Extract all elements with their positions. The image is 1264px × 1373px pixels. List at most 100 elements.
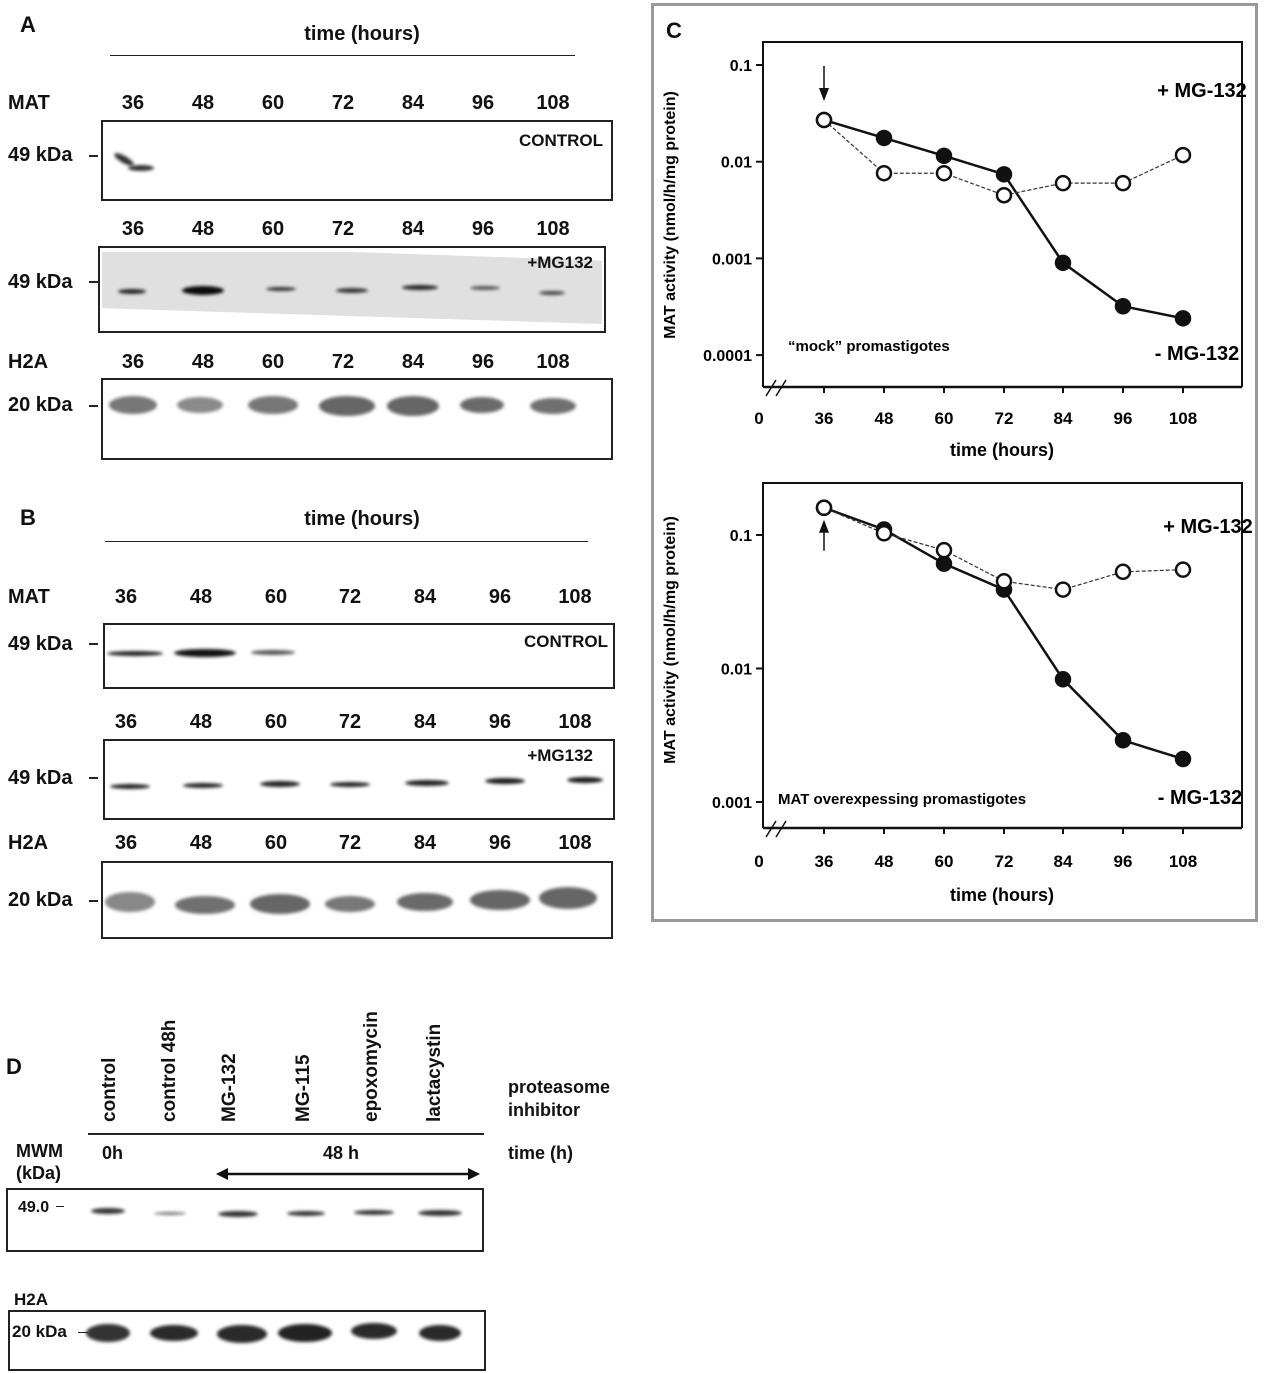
lane-label: MG-115: [293, 1054, 314, 1122]
lane-label: 108: [536, 351, 570, 373]
y-axis-label: MAT activity (nmol/h/mg protein): [662, 91, 679, 339]
lane-label: 36: [121, 92, 145, 114]
protein-band: [107, 650, 163, 656]
mw-tick: [89, 643, 98, 645]
series-label-minus-mg132: - MG-132: [1158, 787, 1242, 809]
x-tick-label: 0: [754, 409, 763, 428]
x-tick-label: 60: [935, 409, 954, 428]
mw-label: 49.0: [18, 1199, 50, 1216]
data-point-plus-mg132: [995, 573, 1013, 590]
series-line-minus-mg132: [823, 118, 1184, 320]
plot-frame: [762, 41, 1243, 387]
h2a-label: H2A: [8, 832, 49, 854]
lane-label: 108: [536, 218, 570, 240]
data-point-minus-mg132: [1054, 671, 1072, 688]
mw-tick: [89, 405, 98, 407]
mw-label: 49 kDa: [8, 271, 73, 293]
lane-label: 96: [488, 586, 512, 608]
mg132-label: +MG132: [527, 253, 593, 272]
lane-label: 84: [413, 711, 437, 733]
mw-tick: [89, 281, 98, 283]
protein-band: [174, 649, 236, 657]
arrow-icon: [819, 88, 829, 101]
protein-band: [250, 894, 310, 914]
lane-label: 36: [114, 711, 138, 733]
blot-a-h2a: [101, 378, 613, 460]
annotation: MAT overexpessing promastigotes: [778, 791, 1026, 808]
protein-band: [539, 887, 597, 909]
lane-label: 108: [536, 92, 570, 114]
y-tick-label: 0.1: [730, 528, 752, 545]
data-point-plus-mg132: [1114, 174, 1132, 192]
protein-band: [110, 783, 150, 789]
lane-label: 96: [488, 711, 512, 733]
protein-band: [319, 396, 375, 416]
mw-tick: [56, 1206, 64, 1207]
protein-band: [278, 1324, 332, 1342]
mw-tick: [78, 1332, 88, 1333]
mat-label: MAT: [8, 92, 50, 114]
protein-band: [539, 291, 565, 295]
lane-label: 96: [471, 351, 495, 373]
y-tick-label: 0.01: [721, 662, 752, 679]
lane-label: lactacystin: [424, 1023, 445, 1122]
series-label-plus-mg132: + MG-132: [1163, 516, 1252, 538]
protein-band: [418, 1210, 462, 1216]
blot-d-h2a: [8, 1310, 486, 1371]
protein-band: [248, 396, 298, 414]
lane-label: MG-132: [219, 1053, 240, 1122]
series-label-plus-mg132: + MG-132: [1157, 80, 1246, 102]
protein-band: [470, 890, 530, 910]
x-tick-label: 84: [1054, 409, 1073, 428]
data-point-minus-mg132: [1174, 750, 1192, 768]
panel-c-charts: 0.1 0.01 0.001 0.0001 0 36 48 60 72 84 96 108 time (…: [662, 41, 1253, 905]
protein-band: [530, 398, 576, 414]
x-tick-label: 48: [875, 852, 894, 871]
protein-band: [330, 781, 370, 787]
protein-band: [218, 1211, 258, 1217]
annotation: “mock” promastigotes: [788, 338, 950, 355]
protein-band: [91, 1208, 125, 1214]
h2a-label: H2A: [8, 351, 49, 373]
protein-band: [567, 777, 603, 783]
h2a-label: H2A: [14, 1290, 49, 1309]
lane-label: 84: [401, 351, 425, 373]
lane-label: 60: [261, 351, 285, 373]
mat-label: MAT: [8, 586, 50, 608]
protein-band: [266, 287, 296, 291]
x-tick-label: 36: [815, 409, 834, 428]
x-tick-label: 36: [815, 852, 834, 871]
blot-a-mat-control: [101, 120, 613, 201]
header-line: [88, 1133, 484, 1135]
protein-band: [177, 397, 223, 413]
x-tick-label: 96: [1114, 409, 1133, 428]
mwm-unit-label: (kDa): [16, 1163, 62, 1183]
protein-band: [118, 288, 146, 294]
lane-label: 60: [261, 218, 285, 240]
time-48h: 48 h: [322, 1143, 360, 1163]
data-point-plus-mg132: [935, 541, 953, 559]
x-tick-label: 48: [875, 409, 894, 428]
lane-label: 84: [401, 92, 425, 114]
data-point-minus-mg132: [935, 555, 953, 572]
data-point-plus-mg132: [815, 499, 833, 516]
lane-label: 96: [471, 218, 495, 240]
x-tick-label: 72: [995, 409, 1014, 428]
lane-label: 84: [401, 218, 425, 240]
blot-b-h2a: [101, 861, 613, 939]
lane-label: 48: [191, 351, 215, 373]
protein-band: [175, 896, 235, 914]
axis-break-icon: [765, 820, 777, 838]
data-point-minus-mg132: [1054, 254, 1072, 272]
lane-label: 72: [338, 586, 362, 608]
lane-label: 72: [338, 711, 362, 733]
inhibitor-label: proteasome: [508, 1077, 611, 1097]
mg132-label: +MG132: [527, 746, 593, 765]
lane-label: 72: [331, 92, 355, 114]
lane-label: 108: [558, 832, 592, 854]
blot-b-mat-control: [103, 623, 615, 689]
y-tick-label: 0.001: [712, 251, 752, 268]
panel-b-header: time (hours): [304, 508, 420, 530]
y-axis-label: MAT activity (nmol/h/mg protein): [662, 516, 679, 764]
